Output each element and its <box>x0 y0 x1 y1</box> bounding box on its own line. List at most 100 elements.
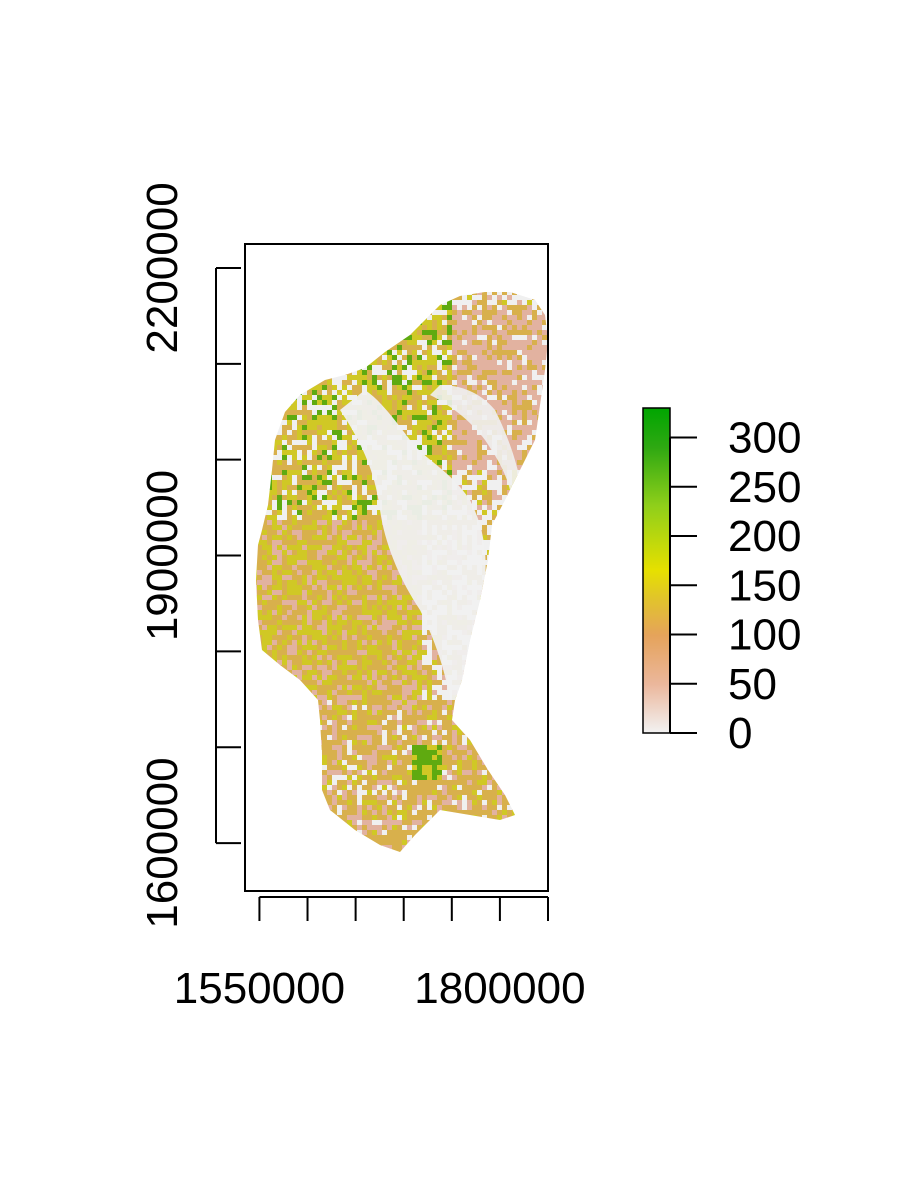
raster-cell <box>287 635 292 640</box>
raster-cell <box>537 325 542 330</box>
raster-cell <box>317 395 322 400</box>
raster-cell <box>377 560 382 565</box>
raster-cell <box>432 425 437 430</box>
raster-cell <box>532 565 537 570</box>
raster-cell <box>292 520 297 525</box>
raster-cell <box>512 540 517 545</box>
raster-cell <box>262 405 267 410</box>
raster-cell <box>402 295 407 300</box>
raster-cell <box>307 345 312 350</box>
raster-cell <box>397 360 402 365</box>
raster-cell <box>527 690 532 695</box>
raster-cell <box>487 670 492 675</box>
raster-cell <box>322 660 327 665</box>
raster-cell <box>297 520 302 525</box>
raster-cell <box>417 395 422 400</box>
raster-cell <box>297 665 302 670</box>
raster-cell <box>462 345 467 350</box>
raster-cell <box>372 375 377 380</box>
raster-cell <box>537 560 542 565</box>
raster-cell <box>477 345 482 350</box>
raster-cell <box>517 600 522 605</box>
raster-cell <box>297 560 302 565</box>
raster-cell <box>342 680 347 685</box>
raster-cell <box>262 325 267 330</box>
raster-cell <box>537 375 542 380</box>
raster-cell <box>412 310 417 315</box>
raster-cell <box>497 675 502 680</box>
raster-cell <box>542 525 547 530</box>
raster-cell <box>537 635 542 640</box>
raster-cell <box>527 645 532 650</box>
raster-cell <box>342 480 347 485</box>
raster-cell <box>377 310 382 315</box>
raster-cell <box>287 570 292 575</box>
raster-cell <box>377 690 382 695</box>
raster-cell <box>272 560 277 565</box>
raster-cell <box>292 515 297 520</box>
raster-cell <box>327 375 332 380</box>
raster-cell <box>262 305 267 310</box>
raster-cell <box>287 520 292 525</box>
raster-cell <box>302 675 307 680</box>
raster-cell <box>397 370 402 375</box>
raster-cell <box>522 595 527 600</box>
raster-cell <box>332 355 337 360</box>
raster-cell <box>367 505 372 510</box>
raster-cell <box>467 700 472 705</box>
raster-cell <box>412 295 417 300</box>
raster-cell <box>542 680 547 685</box>
raster-cell <box>522 620 527 625</box>
raster-cell <box>427 330 432 335</box>
raster-cell <box>522 470 527 475</box>
raster-cell <box>517 495 522 500</box>
raster-cell <box>257 670 262 675</box>
raster-cell <box>282 310 287 315</box>
raster-cell <box>277 370 282 375</box>
raster-cell <box>342 380 347 385</box>
raster-cell <box>322 380 327 385</box>
raster-cell <box>517 450 522 455</box>
raster-cell <box>442 420 447 425</box>
raster-cell <box>322 510 327 515</box>
raster-cell <box>277 465 282 470</box>
raster-cell <box>432 435 437 440</box>
raster-cell <box>282 415 287 420</box>
raster-cell <box>542 590 547 595</box>
raster-cell <box>407 610 412 615</box>
raster-cell <box>367 515 372 520</box>
raster-cell <box>272 650 277 655</box>
raster-cell <box>487 505 492 510</box>
raster-cell <box>292 485 297 490</box>
raster-cell <box>527 500 532 505</box>
raster-cell <box>527 290 532 295</box>
raster-cell <box>472 310 477 315</box>
raster-cell <box>512 370 517 375</box>
raster-cell <box>352 655 357 660</box>
raster-cell <box>307 590 312 595</box>
raster-cell <box>392 580 397 585</box>
raster-cell <box>322 705 327 710</box>
raster-cell <box>297 565 302 570</box>
raster-cell <box>502 590 507 595</box>
raster-cell <box>532 380 537 385</box>
raster-cell <box>392 690 397 695</box>
raster-cell <box>272 690 277 695</box>
raster-cell <box>287 440 292 445</box>
raster-cell <box>302 490 307 495</box>
raster-cell <box>522 475 527 480</box>
raster-cell <box>342 455 347 460</box>
raster-cell <box>262 515 267 520</box>
raster-cell <box>502 575 507 580</box>
raster-cell <box>417 345 422 350</box>
raster-cell <box>497 300 502 305</box>
raster-cell <box>292 385 297 390</box>
raster-cell <box>492 540 497 545</box>
raster-cell <box>437 360 442 365</box>
raster-cell <box>292 290 297 295</box>
raster-cell <box>457 305 462 310</box>
raster-cell <box>452 330 457 335</box>
raster-cell <box>462 420 467 425</box>
raster-cell <box>272 585 277 590</box>
raster-cell <box>487 350 492 355</box>
